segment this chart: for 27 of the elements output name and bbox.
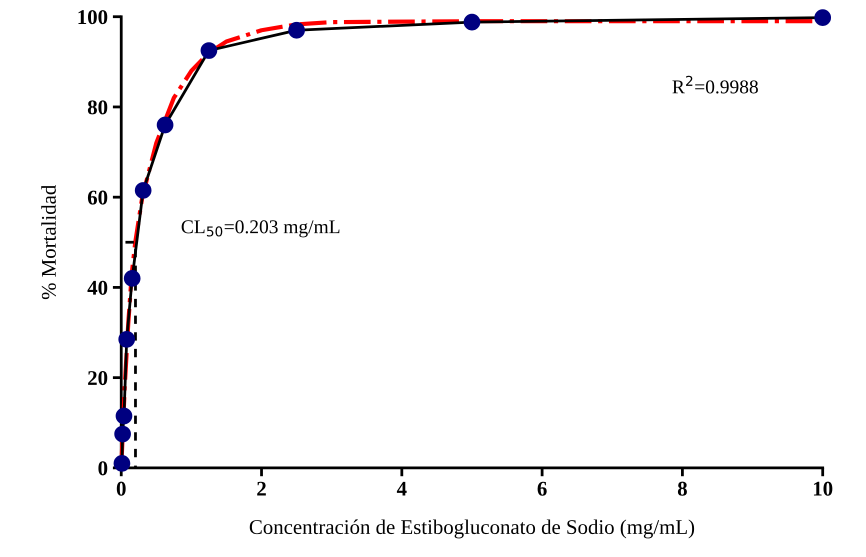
point — [464, 14, 480, 30]
x-tick-label: 10 — [814, 482, 832, 496]
x-tick-label: 2 — [257, 482, 266, 496]
point — [114, 455, 130, 472]
point — [116, 408, 132, 424]
x-tick-label: 6 — [538, 482, 547, 496]
y-tick-label: 40 — [88, 280, 108, 295]
annotation: CL$_{50}$=0.203 mg/mL — [182, 220, 340, 238]
y-tick-label: 60 — [88, 190, 108, 205]
annotation: R$^{2}$=0.9988 — [672, 76, 758, 94]
point — [156, 116, 174, 134]
y-tick-label: 20 — [88, 371, 108, 386]
x-axis-title: Concentración de Estibogluconato de Sodio (mg/mL) — [250, 519, 694, 538]
x-tick-label: 4 — [396, 482, 407, 496]
point — [134, 182, 152, 199]
y-axis-title: % Mortalidad — [41, 184, 56, 300]
point — [814, 9, 832, 26]
y-tick-label: 80 — [88, 100, 108, 114]
y-tick-label: 0 — [98, 461, 108, 476]
x-tick-label: 8 — [678, 482, 687, 496]
x-tick-label: 0 — [116, 482, 126, 496]
point — [288, 22, 305, 39]
point — [200, 42, 218, 59]
point — [124, 270, 141, 287]
point — [118, 330, 136, 348]
y-tick-label: 100 — [78, 10, 108, 24]
point — [114, 426, 131, 442]
